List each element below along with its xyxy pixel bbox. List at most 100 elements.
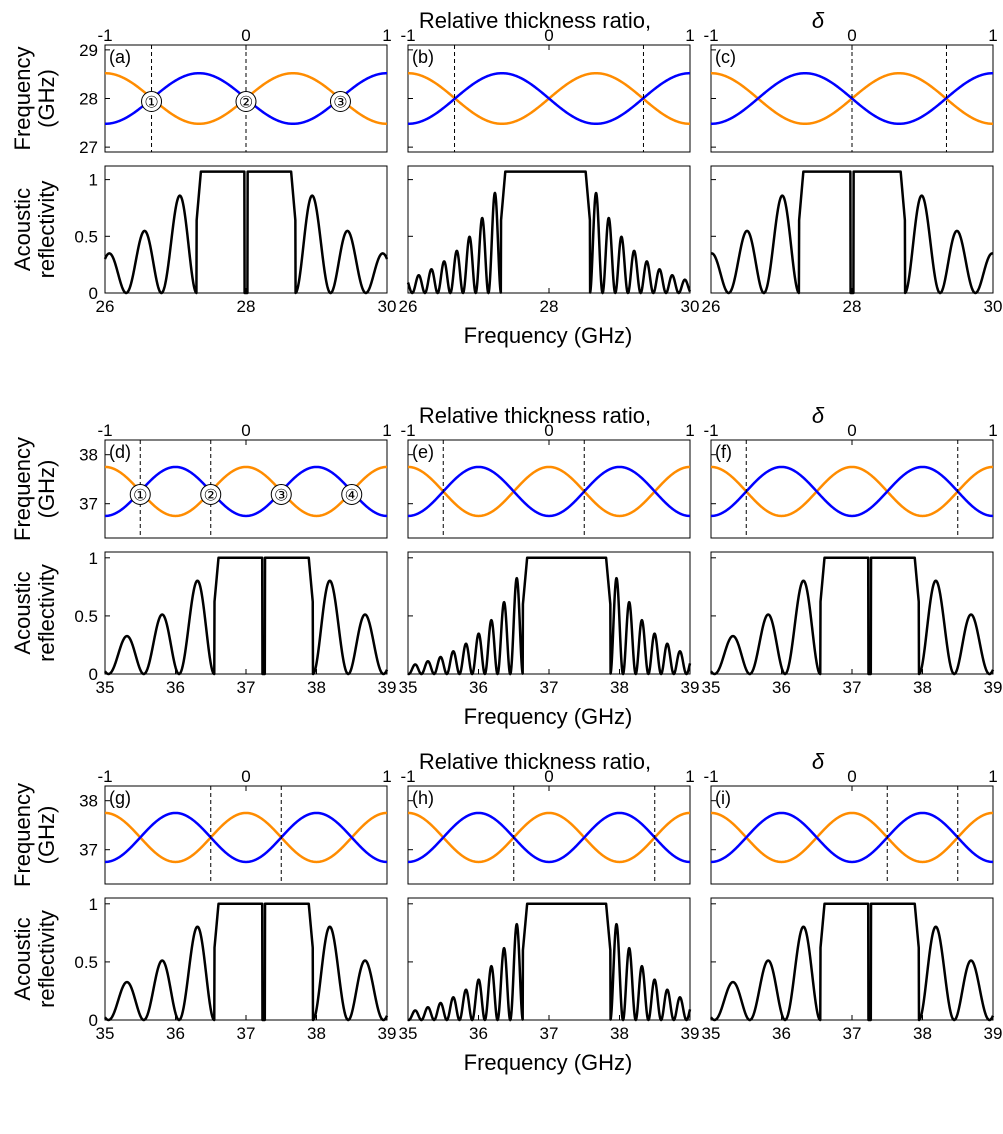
freq-tick-label: 38: [913, 678, 932, 697]
refl-ytick-label: 0: [89, 284, 98, 303]
delta-tick-label: -1: [400, 26, 415, 45]
mode-circle: [200, 483, 222, 505]
delta-tick-label: 0: [241, 767, 250, 786]
refl-ytick-label: 0.5: [74, 227, 98, 246]
panel-group-2: Relative thickness ratio, δ Frequency (GHz)…: [10, 403, 1002, 729]
refl-ytick-label: 0.5: [74, 607, 98, 626]
delta-tick-label: 0: [847, 26, 856, 45]
freq-tick-label: 28: [843, 297, 862, 316]
freq-tick-label: 26: [96, 297, 115, 316]
band-axes-frame: [407, 439, 691, 539]
freq-tick-label: 36: [469, 678, 488, 697]
freq-tick-label: 39: [378, 1024, 397, 1043]
delta-tick-label: 1: [685, 767, 694, 786]
band-ylabel-line2: (GHz): [34, 806, 59, 865]
delta-tick-label: 0: [544, 421, 553, 440]
mode-number-label: ②: [204, 487, 218, 504]
freq-tick-label: 39: [681, 678, 700, 697]
freq-tick-label: 38: [610, 678, 629, 697]
refl-axes-frame: [710, 897, 994, 1021]
panel-b: -1 0 1 (b) 26 28 30: [399, 26, 700, 316]
freq-tick-label: 37: [843, 1024, 862, 1043]
mode-circle: [341, 483, 363, 505]
band-ytick-label: 37: [79, 841, 98, 860]
delta-tick-label: 0: [544, 767, 553, 786]
freq-tick-label: 35: [96, 1024, 115, 1043]
refl-ytick-label: 0: [89, 665, 98, 684]
reflectivity-curve: [406, 556, 692, 676]
delta-symbol: δ: [812, 403, 825, 428]
freq-tick-label: 39: [378, 678, 397, 697]
freq-tick-label: 28: [237, 297, 256, 316]
delta-tick-label: 1: [382, 421, 391, 440]
band-axes-frame: [104, 785, 388, 885]
freq-tick-label: 38: [307, 1024, 326, 1043]
blue-band-curve: [104, 811, 388, 864]
delta-tick-label: -1: [97, 767, 112, 786]
refl-ylabel-line2: reflectivity: [34, 564, 59, 662]
blue-band-curve: [407, 465, 691, 518]
band-ytick-label: 28: [79, 90, 98, 109]
freq-tick-label: 36: [166, 678, 185, 697]
reflectivity-curve: [709, 902, 995, 1022]
delta-tick-label: -1: [97, 26, 112, 45]
blue-band-curve: [104, 465, 388, 518]
delta-tick-label: 1: [382, 26, 391, 45]
reflectivity-curve: [103, 902, 389, 1022]
freq-tick-label: 35: [399, 678, 418, 697]
refl-ylabel-line1: Acoustic: [10, 188, 35, 271]
freq-tick-label: 37: [843, 678, 862, 697]
mode-number-label: ③: [333, 95, 347, 112]
reflectivity-curve: [406, 170, 692, 295]
delta-tick-label: -1: [703, 767, 718, 786]
freq-tick-label: 37: [540, 1024, 559, 1043]
delta-tick-label: 0: [241, 421, 250, 440]
freq-tick-label: 30: [984, 297, 1003, 316]
reflectivity-curve: [709, 170, 995, 295]
freq-tick-label: 39: [681, 1024, 700, 1043]
band-axes-frame: [710, 785, 994, 885]
panel-f: -1 0 1 (f) 35 36 37 38 39: [702, 421, 1003, 697]
blue-band-curve: [407, 811, 691, 864]
refl-ytick-label: 1: [89, 549, 98, 568]
mode-number-label: ④: [345, 487, 359, 504]
delta-tick-label: -1: [400, 421, 415, 440]
band-axes-frame: [407, 785, 691, 885]
top-axis-label: Relative thickness ratio,: [419, 8, 651, 33]
freq-tick-label: 35: [96, 678, 115, 697]
delta-tick-label: 0: [544, 26, 553, 45]
panel-g: -1 0 1 38 37 (g) 35 36 37 38 39 1 0.5 0: [74, 767, 396, 1043]
freq-tick-label: 38: [307, 678, 326, 697]
mode-number-label: ①: [144, 95, 158, 112]
freq-tick-label: 36: [772, 678, 791, 697]
band-ylabel-line1: Frequency: [10, 783, 35, 887]
blue-band-curve: [710, 465, 994, 518]
mode-circle: [329, 91, 351, 112]
refl-ytick-label: 0: [89, 1011, 98, 1030]
delta-symbol: δ: [812, 8, 825, 33]
blue-band-curve: [710, 71, 994, 126]
delta-symbol: δ: [812, 749, 825, 774]
freq-tick-label: 39: [984, 1024, 1003, 1043]
delta-tick-label: 0: [241, 26, 250, 45]
orange-band-curve: [407, 811, 691, 864]
refl-ytick-label: 1: [89, 171, 98, 190]
reflectivity-curve: [709, 556, 995, 676]
x-axis-label: Frequency (GHz): [464, 1050, 633, 1075]
freq-tick-label: 26: [702, 297, 721, 316]
mode-circle: [270, 483, 292, 505]
panel-label: (e): [412, 442, 434, 462]
band-ytick-label: 38: [79, 446, 98, 465]
refl-axes-frame: [104, 897, 388, 1021]
freq-tick-label: 36: [469, 1024, 488, 1043]
refl-axes-frame: [104, 551, 388, 675]
reflectivity-curve: [103, 556, 389, 676]
mode-circle: [235, 91, 257, 112]
refl-axes-frame: [710, 165, 994, 294]
panel-label: (g): [109, 788, 131, 808]
orange-band-curve: [104, 811, 388, 864]
reflectivity-curve: [103, 170, 389, 295]
panel-label: (f): [715, 442, 732, 462]
freq-tick-label: 37: [540, 678, 559, 697]
